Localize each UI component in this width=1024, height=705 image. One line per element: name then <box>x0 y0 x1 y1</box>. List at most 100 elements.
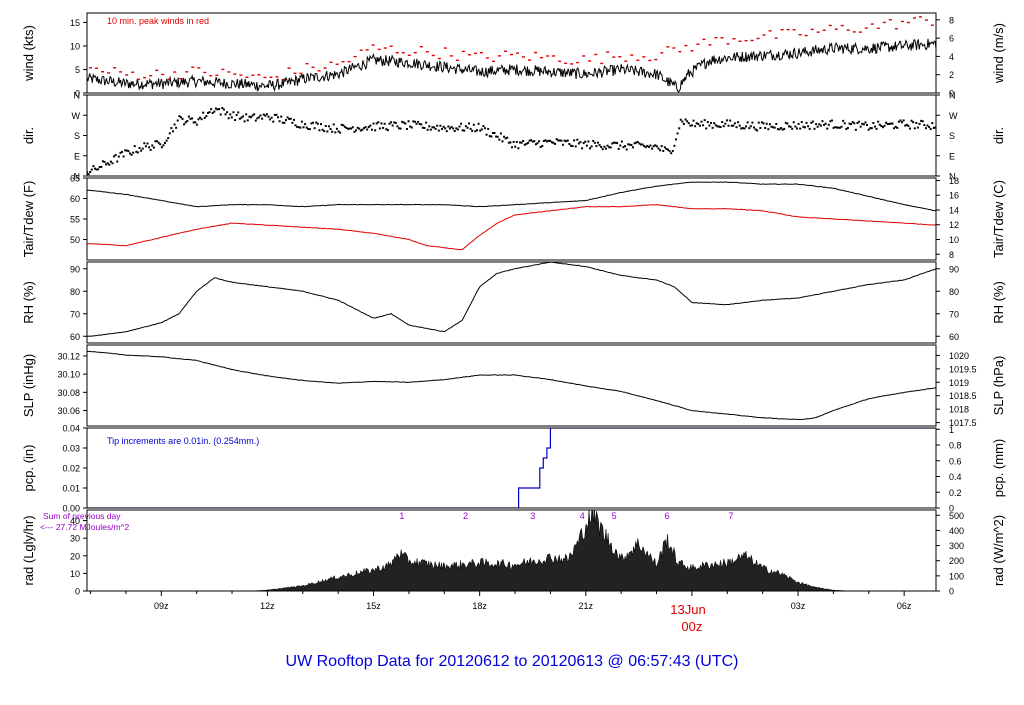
peak-wind-mark <box>395 52 399 54</box>
direction-point <box>651 147 654 150</box>
peak-wind-mark <box>552 55 556 57</box>
direction-point <box>471 129 474 132</box>
direction-point <box>826 127 829 130</box>
precip-line <box>87 428 936 508</box>
direction-point <box>90 168 93 171</box>
direction-point <box>749 125 752 128</box>
direction-point <box>665 147 668 150</box>
direction-point <box>463 129 466 132</box>
direction-point <box>737 121 740 124</box>
peak-wind-mark <box>197 67 201 69</box>
direction-point <box>568 143 571 146</box>
peak-wind-mark <box>413 51 417 54</box>
direction-point <box>480 128 483 131</box>
direction-point <box>684 118 687 121</box>
direction-point <box>717 125 720 128</box>
direction-point <box>738 124 741 127</box>
direction-point <box>609 146 612 149</box>
left-tick-label: 15 <box>70 18 80 28</box>
left-tick-label: 60 <box>70 332 80 342</box>
direction-point <box>203 116 206 119</box>
temp-series-0 <box>87 181 936 212</box>
direction-point <box>235 114 238 117</box>
direction-point <box>663 146 666 149</box>
plot-area-temp <box>87 181 936 251</box>
peak-wind-mark <box>540 56 544 59</box>
peak-wind-mark <box>720 37 724 39</box>
direction-point <box>794 125 797 128</box>
direction-point <box>581 147 584 150</box>
direction-point <box>173 123 176 126</box>
direction-point <box>647 145 650 148</box>
direction-point <box>367 125 370 128</box>
direction-point <box>119 151 122 154</box>
peak-wind-mark <box>257 74 261 76</box>
direction-point <box>574 145 577 148</box>
left-tick-label: 0.00 <box>62 504 80 514</box>
direction-point <box>928 126 931 129</box>
direction-point <box>679 118 682 121</box>
direction-point <box>491 131 494 134</box>
left-tick-label: N <box>74 91 81 101</box>
direction-point <box>135 150 138 153</box>
peak-wind-mark <box>143 76 147 79</box>
peak-wind-mark <box>702 38 706 41</box>
right-tick-label: 6 <box>949 34 954 44</box>
direction-point <box>695 122 698 125</box>
direction-point <box>487 127 490 130</box>
radiation-marker: 4 <box>580 511 585 521</box>
direction-point <box>926 124 929 127</box>
peak-wind-mark <box>473 52 477 55</box>
direction-point <box>431 126 434 129</box>
direction-point <box>345 126 348 129</box>
direction-point <box>507 141 510 144</box>
direction-point <box>248 115 251 118</box>
direction-point <box>821 120 824 123</box>
y-axis-label-right: wind (m/s) <box>991 23 1006 84</box>
sum-note-value: <--- 27.72 MJoules/m^2 <box>40 522 130 532</box>
direction-point <box>464 125 467 128</box>
direction-point <box>184 121 187 124</box>
peak-wind-mark <box>558 60 562 62</box>
direction-point <box>598 144 601 147</box>
peak-wind-mark <box>479 52 483 54</box>
y-axis-label-right: pcp. (mm) <box>991 439 1006 498</box>
left-tick-label: E <box>74 151 80 161</box>
direction-point <box>649 144 652 147</box>
direction-point <box>264 114 267 117</box>
direction-point <box>644 146 647 149</box>
direction-point <box>466 126 469 129</box>
peak-wind-mark <box>738 40 742 42</box>
direction-point <box>869 127 872 130</box>
direction-point <box>378 127 381 130</box>
left-tick-label: 50 <box>70 235 80 245</box>
direction-point <box>589 147 592 150</box>
direction-point <box>565 140 568 143</box>
direction-point <box>105 163 108 166</box>
direction-point <box>628 143 631 146</box>
peak-wind-mark <box>546 55 550 57</box>
direction-point <box>318 129 321 132</box>
direction-point <box>795 127 798 130</box>
peak-wind-mark <box>203 71 207 74</box>
direction-point <box>234 119 237 122</box>
peak-wind-mark <box>161 73 165 76</box>
direction-point <box>130 153 133 156</box>
direction-point <box>558 139 561 142</box>
direction-point <box>702 124 705 127</box>
direction-point <box>189 117 192 120</box>
direction-point <box>636 140 639 143</box>
direction-point <box>396 125 399 128</box>
peak-wind-mark <box>678 50 682 53</box>
peak-wind-mark <box>341 60 345 63</box>
direction-point <box>101 160 104 163</box>
direction-point <box>659 149 662 152</box>
peak-wind-mark <box>876 27 880 29</box>
direction-point <box>218 108 221 111</box>
direction-point <box>240 116 243 119</box>
direction-point <box>278 120 281 123</box>
direction-point <box>593 141 596 144</box>
direction-point <box>259 114 262 117</box>
